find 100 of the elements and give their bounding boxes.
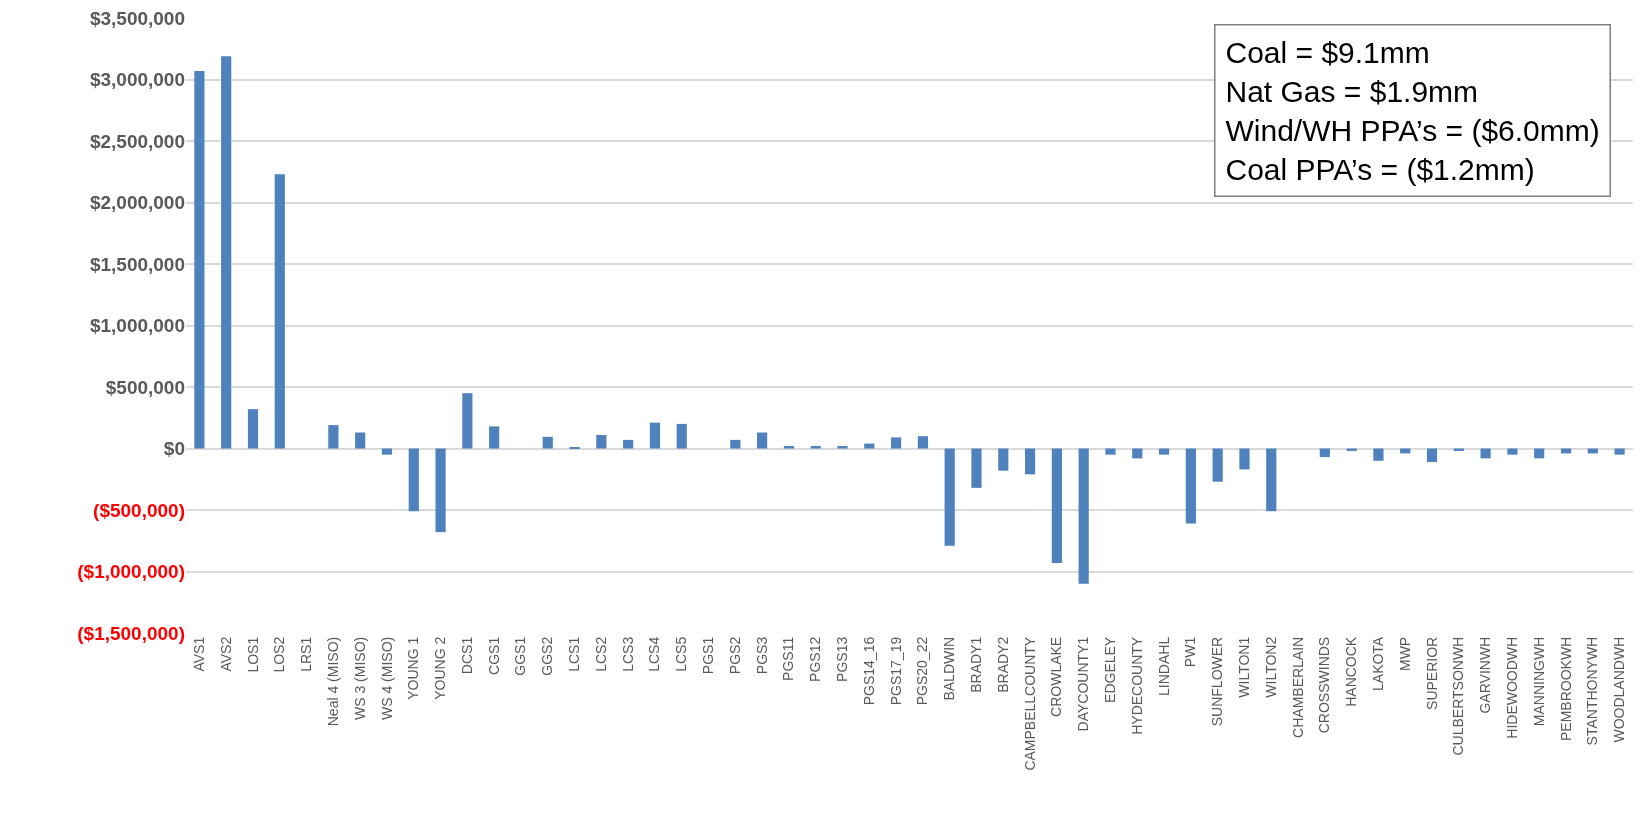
x-tick-label: MANNINGWH <box>1530 636 1547 727</box>
x-tick-label: EDGELEY <box>1102 636 1119 703</box>
x-tick-label: AVS2 <box>217 636 234 672</box>
bar <box>971 448 982 488</box>
x-tick-label: PGS13 <box>834 636 851 682</box>
bar <box>462 393 473 449</box>
x-tick-label: PGS20_22 <box>914 636 931 706</box>
y-tick-label: $1,000,000 <box>89 315 185 337</box>
bar <box>408 448 419 512</box>
bar <box>542 436 553 449</box>
bar <box>1185 448 1196 524</box>
x-tick-label: STANTHONYWH <box>1584 636 1601 746</box>
bar <box>649 422 661 449</box>
y-tick-label: ($1,500,000) <box>77 622 185 644</box>
y-tick-label: $500,000 <box>105 376 185 398</box>
x-tick-label: AVS1 <box>190 636 207 672</box>
x-tick-label: GARVINWH <box>1477 636 1494 714</box>
bar <box>1534 448 1545 459</box>
bar <box>1373 448 1384 461</box>
annotation: Nat Gas = $1.9mm <box>1225 74 1479 108</box>
bar <box>328 425 339 449</box>
x-tick-label: LRS1 <box>298 636 315 672</box>
bar <box>1212 448 1223 482</box>
x-tick-label: CHAMBERLAIN <box>1289 636 1306 738</box>
x-tick-label: LCS3 <box>619 636 636 672</box>
bar <box>355 432 366 449</box>
bar <box>194 70 205 449</box>
x-tick-label: MWP <box>1396 636 1413 672</box>
x-tick-label: GGS1 <box>512 636 529 676</box>
x-tick-label: SUPERIOR <box>1423 636 1440 710</box>
y-tick-label: $3,000,000 <box>89 69 185 91</box>
x-tick-label: BALDWIN <box>941 636 958 701</box>
bar <box>1507 448 1518 455</box>
x-tick-label: PGS17_19 <box>887 636 904 706</box>
x-tick-label: PGS14_16 <box>860 636 877 706</box>
bar <box>1132 448 1143 459</box>
bar <box>1614 448 1625 455</box>
bar <box>783 446 795 449</box>
x-tick-label: DCS1 <box>458 636 475 675</box>
x-tick-label: WILTON2 <box>1262 636 1279 698</box>
x-tick-label: LINDAHL <box>1155 636 1172 696</box>
x-tick-label: PGS2 <box>726 636 743 675</box>
y-tick-label: $1,500,000 <box>89 253 185 275</box>
bar <box>998 448 1009 471</box>
x-tick-label: LCS5 <box>673 636 690 672</box>
x-tick-label: PGS3 <box>753 636 770 675</box>
x-tick-label: BRADY2 <box>994 636 1011 693</box>
x-tick-label: HIDEWOODWH <box>1503 636 1520 739</box>
x-tick-label: SUNFLOWER <box>1209 636 1226 727</box>
bar <box>944 448 955 546</box>
bar <box>435 448 446 533</box>
x-tick-label: Neal 4 (MISO) <box>324 636 341 727</box>
bar <box>891 437 902 449</box>
annotation: Coal PPA’s = ($1.2mm) <box>1225 152 1535 186</box>
x-tick-label: PGS11 <box>780 636 797 681</box>
y-tick-label: $3,500,000 <box>89 7 185 29</box>
x-tick-label: LCS4 <box>646 636 663 672</box>
y-tick-label: $2,500,000 <box>89 130 185 152</box>
bar <box>247 409 259 449</box>
x-tick-label: GGS2 <box>539 636 556 676</box>
x-tick-label: DAYCOUNTY1 <box>1075 636 1092 732</box>
x-tick-label: LCS1 <box>566 636 583 672</box>
x-tick-label: YOUNG 1 <box>405 636 422 700</box>
bar <box>1266 448 1277 512</box>
x-tick-label: PGS1 <box>700 636 717 675</box>
x-tick-label: HYDECOUNTY <box>1128 636 1145 735</box>
bar <box>730 439 741 449</box>
bar <box>757 432 768 449</box>
x-tick-label: LOS1 <box>244 636 261 673</box>
x-tick-label: PW1 <box>1182 636 1199 668</box>
x-tick-label: PGS12 <box>807 636 824 682</box>
bar <box>1426 448 1438 463</box>
annotation: Coal = $9.1mm <box>1225 35 1430 69</box>
bar <box>1239 448 1250 470</box>
bar <box>623 439 634 449</box>
annotation: Wind/WH PPA’s = ($6.0mm) <box>1225 113 1600 147</box>
x-tick-label: WS 3 (MISO) <box>351 636 368 721</box>
bar <box>1051 448 1062 563</box>
bar <box>676 423 687 449</box>
x-tick-label: CAMPBELLCOUNTY <box>1021 636 1038 771</box>
x-tick-label: WOODLANDWH <box>1611 636 1628 743</box>
bar <box>1024 448 1036 475</box>
bar <box>1105 448 1116 455</box>
x-tick-label: CGS1 <box>485 636 502 675</box>
bar <box>274 174 285 449</box>
y-tick-label: $2,000,000 <box>89 192 185 214</box>
bar <box>810 446 821 449</box>
x-tick-label: WS 4 (MISO) <box>378 636 395 721</box>
x-tick-label: BRADY1 <box>968 636 985 693</box>
x-tick-label: YOUNG 2 <box>432 636 449 700</box>
x-tick-label: PEMBROOKWH <box>1557 636 1574 742</box>
bar <box>1480 448 1491 459</box>
bar <box>917 436 928 449</box>
x-tick-label: WILTON1 <box>1236 636 1252 698</box>
bar <box>596 434 607 449</box>
x-tick-label: LAKOTA <box>1369 636 1386 691</box>
x-tick-label: HANCOCK <box>1343 636 1360 707</box>
bar <box>1158 448 1170 455</box>
bar <box>837 446 848 449</box>
y-tick-label: $0 <box>163 438 185 460</box>
